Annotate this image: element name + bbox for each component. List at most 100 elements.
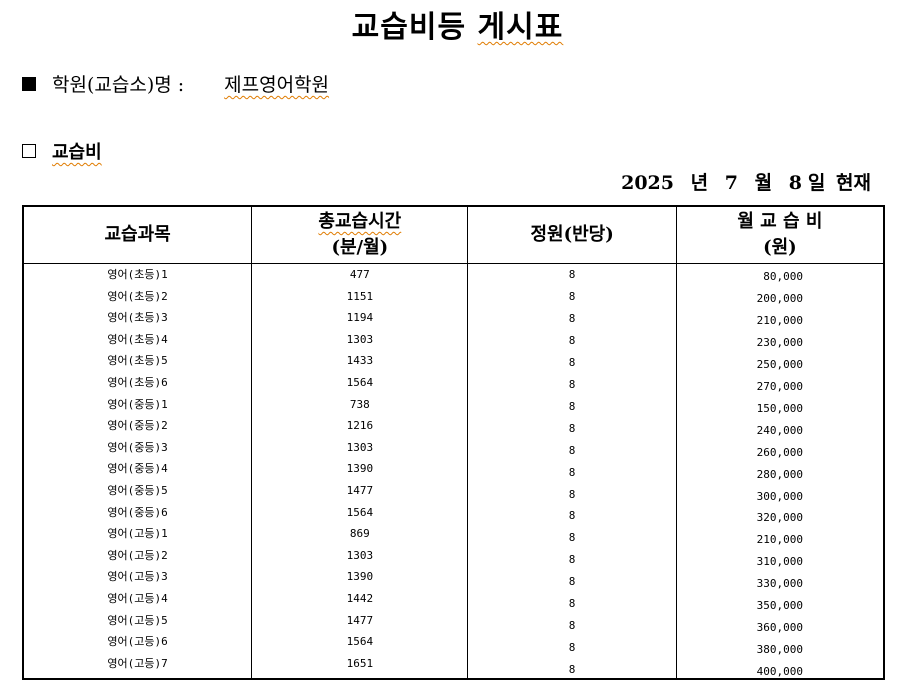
cell-fee: 280,000 (756, 467, 804, 481)
cell-capacity: 8 (568, 575, 576, 589)
date-year-unit: 년 (690, 172, 709, 194)
cell-subject: 영어(고등)6 (107, 635, 168, 649)
date-suffix: 현재 (836, 172, 871, 194)
cell-fee: 150,000 (756, 401, 804, 415)
cell-hours: 477 (349, 268, 370, 281)
cell-hours: 1303 (346, 440, 374, 454)
title-part1: 교습비등 (351, 10, 467, 45)
cell-hours: 738 (349, 397, 370, 411)
cell-fee: 200,000 (756, 291, 804, 305)
cell-subject: 영어(중등)6 (107, 505, 168, 519)
cell-fee: 400,000 (756, 664, 804, 678)
cell-subject: 영어(고등)3 (107, 570, 168, 584)
cell-fee: 380,000 (756, 643, 804, 657)
cell-capacity: 8 (568, 289, 576, 303)
cell-fee: 230,000 (756, 335, 804, 349)
cell-fee: 80,000 (763, 270, 804, 283)
header-text: (원) (763, 237, 797, 258)
cell-fee: 260,000 (756, 445, 804, 459)
cell-fee: 250,000 (756, 357, 804, 371)
cell-subject: 영어(고등)2 (107, 548, 168, 562)
cell-fee: 210,000 (756, 533, 804, 547)
column-subject: 영어(초등)1 영어(초등)2 영어(초등)3 영어(초등)4 영어(초등)5 영어(초등… (24, 264, 253, 678)
cell-hours: 869 (349, 527, 370, 541)
header-text: 교습과목 (104, 224, 171, 245)
cell-subject: 영어(중등)2 (107, 419, 168, 433)
cell-subject: 영어(중등)4 (107, 462, 168, 476)
cell-hours: 1564 (346, 376, 374, 389)
cell-fee: 270,000 (756, 379, 804, 393)
header-text: 월 교 습 비 (737, 211, 823, 232)
cell-fee: 360,000 (756, 621, 804, 635)
cell-capacity: 8 (568, 619, 576, 633)
cell-subject: 영어(초등)6 (107, 376, 168, 389)
cell-capacity: 8 (568, 662, 576, 676)
cell-hours: 1433 (346, 354, 374, 368)
date-day: 8 (788, 172, 802, 194)
cell-capacity: 8 (568, 268, 576, 281)
cell-fee: 210,000 (756, 313, 804, 327)
cell-capacity: 8 (568, 531, 576, 545)
cell-subject: 영어(중등)1 (107, 397, 168, 411)
fee-table: 교습과목 총교습시간 (분/월) 정원(반당) 월 교 습 비 (원) 영어(초등)… (22, 205, 885, 680)
cell-subject: 영어(초등)1 (107, 268, 168, 281)
cell-subject: 영어(중등)3 (107, 440, 168, 454)
cell-fee: 300,000 (756, 489, 804, 503)
cell-subject: 영어(초등)3 (107, 311, 168, 325)
cell-subject: 영어(고등)7 (107, 656, 168, 670)
header-text: (분/월) (331, 237, 389, 258)
cell-subject: 영어(고등)5 (107, 613, 168, 627)
cell-subject: 영어(초등)2 (107, 289, 168, 303)
cell-hours: 1442 (346, 592, 374, 605)
cell-subject: 영어(중등)5 (107, 484, 168, 497)
table-header: 교습과목 총교습시간 (분/월) 정원(반당) 월 교 습 비 (원) (24, 207, 883, 264)
cell-hours: 1564 (346, 635, 374, 649)
cell-capacity: 8 (568, 355, 576, 369)
cell-capacity: 8 (568, 399, 576, 413)
cell-hours: 1194 (346, 311, 374, 325)
cell-capacity: 8 (568, 465, 576, 479)
cell-fee: 240,000 (756, 423, 804, 437)
cell-fee: 330,000 (756, 577, 804, 591)
cell-hours: 1216 (346, 419, 374, 433)
cell-subject: 영어(고등)4 (107, 592, 168, 605)
cell-hours: 1303 (346, 332, 374, 346)
academy-name: 제프영어학원 (224, 74, 330, 96)
cell-subject: 영어(초등)4 (107, 332, 168, 346)
header-text: 정원(반당) (530, 224, 614, 245)
header-hours: 총교습시간 (분/월) (252, 207, 469, 263)
cell-hours: 1390 (346, 570, 374, 584)
academy-label: 학원(교습소)명 : (52, 74, 185, 96)
cell-fee: 350,000 (756, 599, 804, 613)
page-title: 교습비등 게시표 (0, 2, 915, 46)
column-capacity: 8 8 8 8 8 8 8 8 8 8 8 8 8 8 8 8 8 8 8 (468, 264, 677, 678)
header-text: 총교습시간 (318, 211, 402, 232)
cell-hours: 1564 (346, 505, 374, 519)
cell-capacity: 8 (568, 487, 576, 501)
cell-hours: 1651 (346, 656, 374, 670)
header-subject: 교습과목 (24, 207, 253, 263)
cell-capacity: 8 (568, 641, 576, 655)
cell-fee: 310,000 (756, 555, 804, 569)
header-capacity: 정원(반당) (468, 207, 677, 263)
cell-capacity: 8 (568, 553, 576, 567)
cell-capacity: 8 (568, 333, 576, 347)
table-body: 영어(초등)1 영어(초등)2 영어(초등)3 영어(초등)4 영어(초등)5 영어(초등… (24, 264, 883, 678)
filled-square-icon (22, 76, 36, 91)
cell-hours: 1151 (346, 289, 374, 303)
cell-capacity: 8 (568, 377, 576, 391)
cell-hours: 1303 (346, 548, 374, 562)
title-part2: 게시표 (477, 10, 564, 45)
empty-square-icon (22, 144, 36, 158)
date-year: 2025 (621, 172, 674, 194)
cell-hours: 1477 (346, 484, 374, 497)
cell-capacity: 8 (568, 597, 576, 611)
section-heading: 교습비 (22, 138, 102, 164)
section-label: 교습비 (52, 142, 102, 163)
column-hours: 477 1151 1194 1303 1433 1564 738 1216 1303 1390 14… (252, 264, 469, 678)
cell-capacity: 8 (568, 311, 576, 325)
column-fee: 80,000 200,000 210,000 230,000 250,000 270,00… (677, 264, 883, 678)
cell-hours: 1390 (346, 462, 374, 476)
cell-fee: 320,000 (756, 511, 804, 525)
